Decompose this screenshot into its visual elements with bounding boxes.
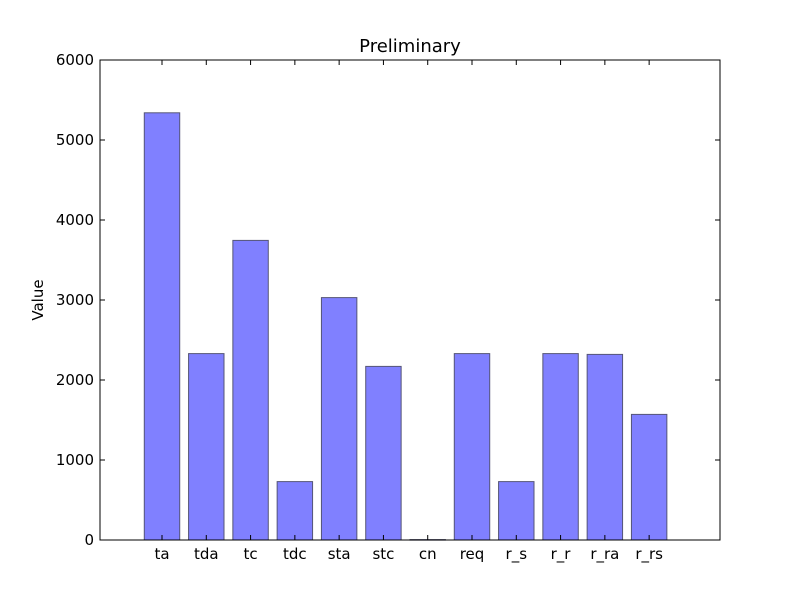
x-tick-label: r_r (551, 545, 572, 564)
x-tick-label: r_ra (590, 545, 619, 564)
bar-r-rs (630, 413, 668, 541)
bar-tda (188, 353, 225, 541)
x-tick-label: tdc (283, 545, 307, 563)
plot-frame (99, 59, 721, 541)
x-tick-label: stc (372, 545, 394, 563)
bar-r-s (498, 481, 535, 541)
x-tick-label: tda (194, 545, 219, 563)
x-tick-label: ta (154, 545, 169, 563)
bar-tc (232, 239, 269, 541)
y-axis-label: Value (29, 279, 47, 320)
bar-sta (320, 297, 358, 541)
x-tick-label: req (460, 545, 485, 563)
y-tick-label: 1000 (56, 451, 94, 469)
bar-r-ra (586, 353, 624, 541)
y-tick-label: 4000 (56, 211, 94, 229)
bar-r-r (542, 353, 579, 541)
bar-stc (365, 365, 402, 541)
bar-req (453, 353, 491, 541)
x-tick-label: r_rs (635, 545, 663, 564)
x-tick-label: sta (328, 545, 351, 563)
x-tick-label: tc (244, 545, 258, 563)
chart-title: Preliminary (359, 36, 461, 57)
bars-group (143, 112, 668, 541)
y-tick-label: 3000 (56, 291, 94, 309)
y-tick-label: 0 (84, 531, 94, 549)
bar-tdc (276, 481, 314, 541)
y-tick-label: 6000 (56, 51, 94, 69)
ticks-group: ta tda tc tdc sta stc cn req r_s r_r r_ra r_rs 0 1000… (56, 51, 720, 564)
y-tick-label: 2000 (56, 371, 94, 389)
x-tick-label: r_s (506, 545, 528, 564)
bar-ta (143, 112, 181, 541)
y-tick-label: 5000 (56, 131, 94, 149)
x-tick-label: cn (419, 545, 437, 563)
